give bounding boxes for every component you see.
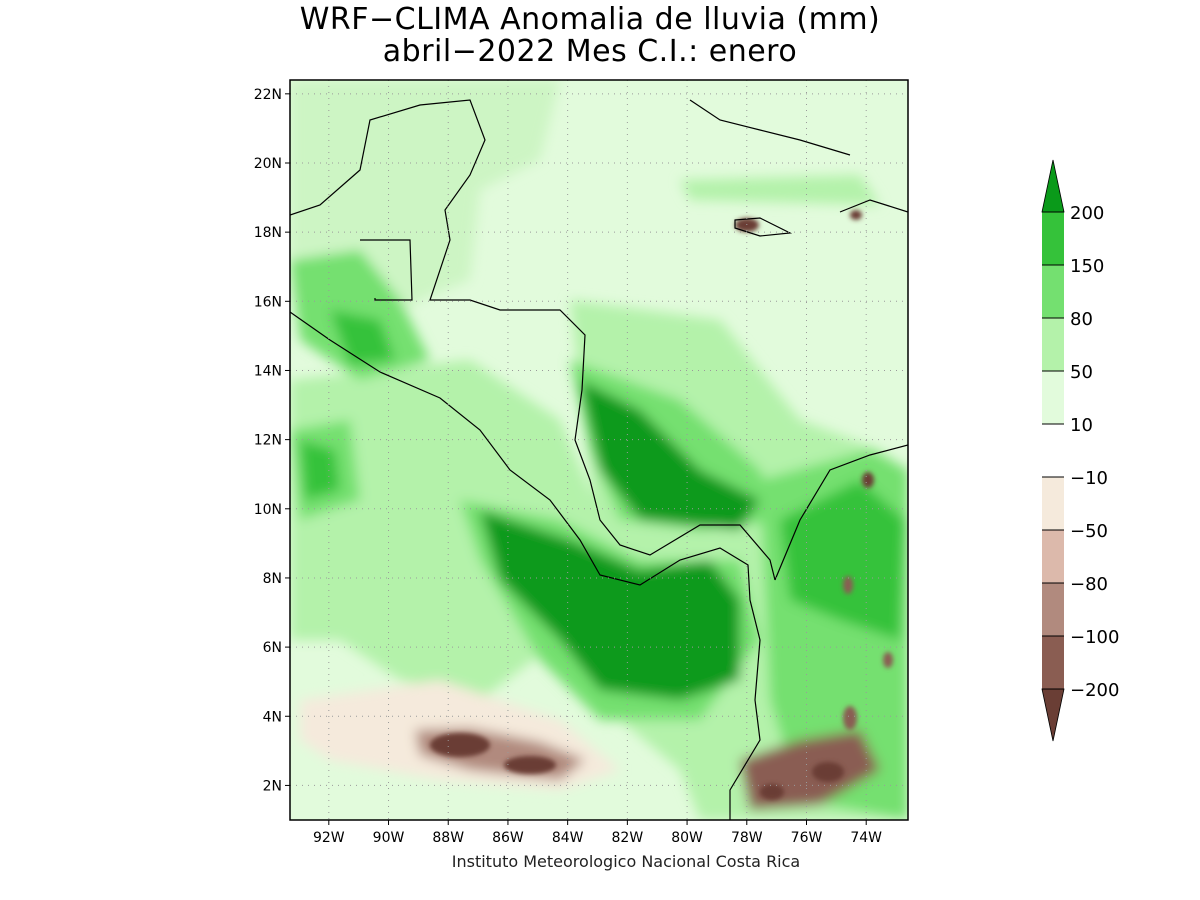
lat-tick-label: 22N [254, 87, 282, 103]
colorbar-swatch [1042, 371, 1064, 424]
colorbar-level-label: −10 [1070, 468, 1108, 489]
colorbar-top-arrow [1041, 159, 1065, 213]
lon-tick-label: 90W [373, 830, 405, 846]
lon-tick-label: 74W [850, 830, 882, 846]
anomaly-field [290, 80, 908, 820]
lat-tick-label: 12N [254, 433, 282, 449]
lat-tick-label: 18N [254, 225, 282, 241]
colorbar: 200 150 80 50 10 −10 −50 −80 −100 −200 [1041, 159, 1119, 742]
colorbar-swatch [1042, 530, 1064, 583]
colorbar-bottom-arrow [1041, 688, 1065, 742]
lat-tick-label: 16N [254, 294, 282, 310]
colorbar-swatch [1042, 477, 1064, 530]
map-title: WRF−CLIMA Anomalia de lluvia (mm) [299, 2, 881, 37]
colorbar-level-label: 50 [1070, 362, 1093, 383]
lat-tick-label: 14N [254, 363, 282, 379]
colorbar-swatch [1042, 212, 1064, 265]
coastlines [290, 99, 908, 820]
lon-tick-label: 86W [492, 830, 524, 846]
colorbar-level-label: 150 [1070, 256, 1104, 277]
colorbar-swatch [1042, 318, 1064, 371]
colorbar-level-label: −100 [1070, 627, 1119, 648]
colorbar-swatch [1042, 636, 1064, 689]
lon-tick-label: 88W [432, 830, 464, 846]
colorbar-level-label: 80 [1070, 309, 1093, 330]
credit-text: Instituto Meteorologico Nacional Costa R… [451, 852, 801, 871]
colorbar-level-label: −80 [1070, 574, 1108, 595]
map-subtitle: abril−2022 Mes C.I.: enero [382, 34, 798, 69]
colorbar-swatch [1042, 265, 1064, 318]
lon-tick-label: 84W [552, 830, 584, 846]
map-frame [289, 79, 909, 821]
lat-tick-label: 6N [263, 640, 282, 656]
colorbar-swatch [1042, 424, 1064, 477]
lat-tick-label: 8N [263, 571, 282, 587]
lat-tick-label: 2N [263, 778, 282, 794]
lat-tick-label: 20N [254, 156, 282, 172]
lat-tick-label: 10N [254, 502, 282, 518]
lon-tick-label: 78W [731, 830, 763, 846]
lat-tick-label: 4N [263, 709, 282, 725]
colorbar-level-label: 10 [1070, 415, 1093, 436]
map-grid [290, 80, 908, 820]
lon-tick-label: 82W [612, 830, 644, 846]
colorbar-swatch [1042, 583, 1064, 636]
lon-tick-label: 80W [671, 830, 703, 846]
map-axes: 22N 20N 18N 16N 14N 12N 10N 8N 6N 4N 2N 92W 90W 88W 86… [254, 87, 882, 846]
lon-tick-label: 76W [791, 830, 823, 846]
colorbar-level-label: −200 [1070, 680, 1119, 701]
colorbar-level-label: −50 [1070, 521, 1108, 542]
colorbar-level-label: 200 [1070, 203, 1104, 224]
lon-tick-label: 92W [313, 830, 345, 846]
